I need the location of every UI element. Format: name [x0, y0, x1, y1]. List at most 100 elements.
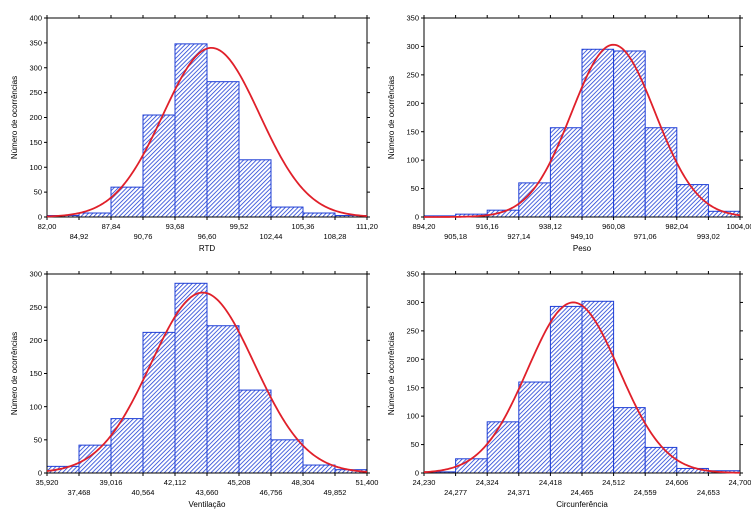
x-tick-label: 24,230 [413, 478, 436, 487]
histogram-bar [110, 186, 144, 218]
histogram-bar [238, 389, 272, 474]
y-axis-label: Número de ocorrências [10, 76, 19, 159]
normal-curve [423, 301, 741, 474]
x-tick-label: 90,76 [134, 232, 153, 241]
x-tick-label: 938,12 [539, 222, 562, 231]
x-tick-label: 960,08 [602, 222, 625, 231]
y-tick-label: 300 [29, 270, 42, 279]
y-tick-label: 350 [29, 38, 42, 47]
histogram-bar [486, 421, 520, 474]
x-tick-label: 24,465 [571, 488, 594, 497]
x-tick-label: 982,04 [665, 222, 688, 231]
x-tick-label: 24,277 [444, 488, 467, 497]
x-tick-label: 24,324 [476, 478, 499, 487]
x-tick-label: 24,559 [634, 488, 657, 497]
normal-curve [46, 46, 368, 218]
histogram-bar [78, 212, 112, 218]
y-tick-label: 150 [406, 383, 419, 392]
normal-curve [46, 291, 368, 473]
y-tick-label: 200 [406, 355, 419, 364]
x-tick-label: 916,16 [476, 222, 499, 231]
normal-curve [424, 43, 741, 218]
y-tick-label: 0 [38, 469, 42, 478]
x-tick-label: 949,10 [571, 232, 594, 241]
y-tick-label: 50 [411, 440, 419, 449]
x-tick-label: 105,36 [292, 222, 315, 231]
x-tick-label: 24,418 [539, 478, 562, 487]
y-tick-label: 100 [29, 163, 42, 172]
y-tick-label: 50 [34, 188, 42, 197]
x-tick-label: 84,92 [70, 232, 89, 241]
y-tick-label: 0 [38, 213, 42, 222]
y-tick-label: 350 [406, 14, 419, 23]
y-tick-label: 150 [406, 127, 419, 136]
x-tick-label: 43,660 [196, 488, 219, 497]
y-axis-label: Número de ocorrências [387, 76, 396, 159]
histogram-bar [174, 282, 208, 474]
y-axis-label: Número de ocorrências [387, 332, 396, 415]
y-tick-label: 400 [29, 14, 42, 23]
histogram-bar [110, 418, 144, 474]
x-axis-label: Ventilação [189, 500, 226, 509]
x-tick-label: 108,28 [324, 232, 347, 241]
x-tick-label: 35,920 [36, 478, 59, 487]
y-tick-label: 350 [406, 270, 419, 279]
histogram-bar [549, 305, 583, 474]
x-tick-label: 87,84 [102, 222, 121, 231]
histogram-bar [644, 446, 678, 474]
x-tick-label: 905,18 [444, 232, 467, 241]
histogram-bar [270, 206, 304, 218]
x-tick-label: 40,564 [132, 488, 155, 497]
x-tick-label: 111,20 [356, 222, 378, 231]
x-tick-label: 93,68 [166, 222, 185, 231]
y-tick-label: 200 [406, 99, 419, 108]
x-tick-label: 971,06 [634, 232, 657, 241]
y-tick-label: 300 [29, 63, 42, 72]
x-tick-label: 993,02 [697, 232, 720, 241]
y-tick-label: 50 [411, 184, 419, 193]
x-tick-label: 24,606 [665, 478, 688, 487]
histogram-bar [78, 444, 112, 474]
x-tick-label: 24,512 [602, 478, 625, 487]
y-tick-label: 200 [29, 113, 42, 122]
x-tick-label: 102,44 [260, 232, 283, 241]
histogram-bar [206, 81, 240, 218]
y-tick-label: 100 [406, 156, 419, 165]
histogram-bar [644, 127, 678, 218]
y-tick-label: 150 [29, 138, 42, 147]
y-tick-label: 300 [406, 42, 419, 51]
x-tick-label: 82,00 [38, 222, 57, 231]
y-tick-label: 0 [415, 213, 419, 222]
histogram-bar [518, 381, 551, 474]
histogram-panel-3: 0 50 100 150 200 250 300 35,920 37,468 39,016 40,5… [10, 270, 378, 509]
y-tick-label: 200 [29, 336, 42, 345]
y-tick-label: 0 [415, 469, 419, 478]
y-tick-label: 300 [406, 298, 419, 307]
y-tick-label: 250 [406, 326, 419, 335]
histogram-bar [238, 159, 272, 218]
histogram-panel-1: 0 50 100 150 200 250 300 350 400 82,00 84,92 87,84 9… [10, 14, 378, 253]
histogram-bar [549, 127, 583, 218]
histogram-bar [613, 50, 646, 218]
x-tick-label: 49,852 [324, 488, 347, 497]
x-tick-label: 99,52 [230, 222, 249, 231]
histogram-bar [174, 43, 208, 218]
x-tick-label: 1004,00 [726, 222, 751, 231]
y-tick-label: 50 [34, 435, 42, 444]
y-tick-label: 250 [406, 70, 419, 79]
histogram-bar [302, 212, 336, 218]
x-tick-label: 42,112 [164, 478, 186, 487]
x-tick-label: 894,20 [413, 222, 436, 231]
y-tick-label: 100 [406, 412, 419, 421]
x-tick-label: 46,756 [260, 488, 283, 497]
histogram-bar [142, 114, 176, 218]
x-tick-label: 927,14 [507, 232, 530, 241]
x-tick-label: 45,208 [228, 478, 251, 487]
x-tick-label: 96,60 [198, 232, 217, 241]
x-tick-label: 51,400 [356, 478, 379, 487]
histogram-bar [270, 439, 304, 474]
histogram-bar [302, 464, 336, 474]
x-axis-label: Circunferência [556, 500, 608, 509]
y-tick-label: 250 [29, 88, 42, 97]
